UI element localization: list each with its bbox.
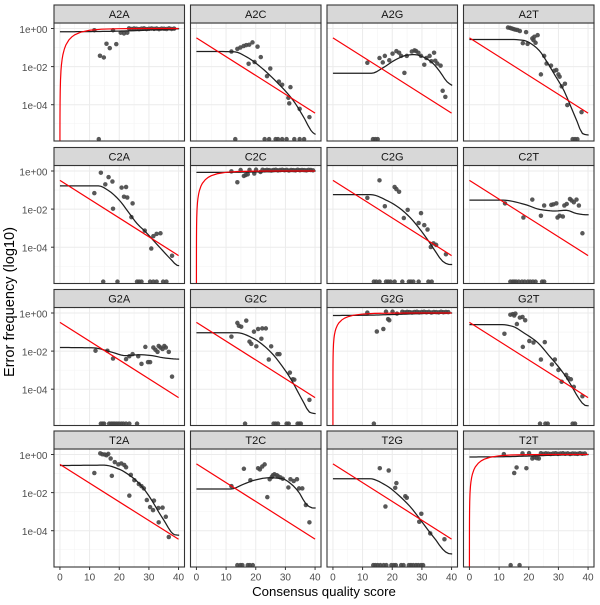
svg-text:20: 20 [114, 573, 126, 584]
svg-text:C2T: C2T [518, 152, 539, 164]
svg-text:10: 10 [221, 573, 233, 584]
svg-text:A2C: A2C [245, 9, 266, 21]
svg-text:G2G: G2G [381, 294, 404, 306]
svg-text:10: 10 [494, 573, 506, 584]
svg-text:1e+00: 1e+00 [19, 167, 48, 178]
svg-text:30: 30 [143, 573, 155, 584]
svg-text:A2A: A2A [109, 9, 130, 21]
svg-text:40: 40 [446, 573, 458, 584]
svg-text:0: 0 [330, 573, 336, 584]
svg-text:1e+00: 1e+00 [19, 309, 48, 320]
svg-text:40: 40 [310, 573, 322, 584]
svg-text:30: 30 [280, 573, 292, 584]
svg-text:Error frequency (log10): Error frequency (log10) [2, 227, 18, 377]
svg-text:A2G: A2G [381, 9, 403, 21]
svg-text:0: 0 [57, 573, 63, 584]
svg-text:G2C: G2C [244, 294, 267, 306]
svg-text:10: 10 [84, 573, 96, 584]
svg-text:G2T: G2T [518, 294, 540, 306]
svg-text:20: 20 [387, 573, 399, 584]
svg-text:1e-04: 1e-04 [22, 244, 48, 255]
svg-text:30: 30 [416, 573, 428, 584]
svg-text:Consensus quality score: Consensus quality score [252, 584, 396, 599]
svg-text:1e-02: 1e-02 [22, 489, 48, 500]
svg-text:0: 0 [194, 573, 200, 584]
svg-text:1e-02: 1e-02 [22, 205, 48, 216]
svg-text:A2T: A2T [519, 9, 539, 21]
svg-text:1e-04: 1e-04 [22, 386, 48, 397]
svg-text:20: 20 [250, 573, 262, 584]
svg-text:C2A: C2A [109, 152, 131, 164]
svg-text:1e+00: 1e+00 [19, 25, 48, 36]
svg-text:1e-04: 1e-04 [22, 527, 48, 538]
svg-text:10: 10 [357, 573, 369, 584]
svg-text:1e-02: 1e-02 [22, 347, 48, 358]
svg-text:T2G: T2G [382, 435, 403, 447]
svg-text:40: 40 [583, 573, 595, 584]
svg-text:0: 0 [467, 573, 473, 584]
svg-text:1e-04: 1e-04 [22, 101, 48, 112]
svg-text:T2C: T2C [245, 435, 266, 447]
svg-text:1e+00: 1e+00 [19, 451, 48, 462]
svg-text:G2A: G2A [108, 294, 131, 306]
svg-text:T2T: T2T [519, 435, 539, 447]
svg-text:T2A: T2A [109, 435, 130, 447]
svg-text:20: 20 [523, 573, 535, 584]
svg-text:C2G: C2G [381, 152, 404, 164]
svg-text:C2C: C2C [245, 152, 267, 164]
svg-text:30: 30 [553, 573, 565, 584]
svg-text:40: 40 [173, 573, 185, 584]
svg-text:1e-02: 1e-02 [22, 63, 48, 74]
